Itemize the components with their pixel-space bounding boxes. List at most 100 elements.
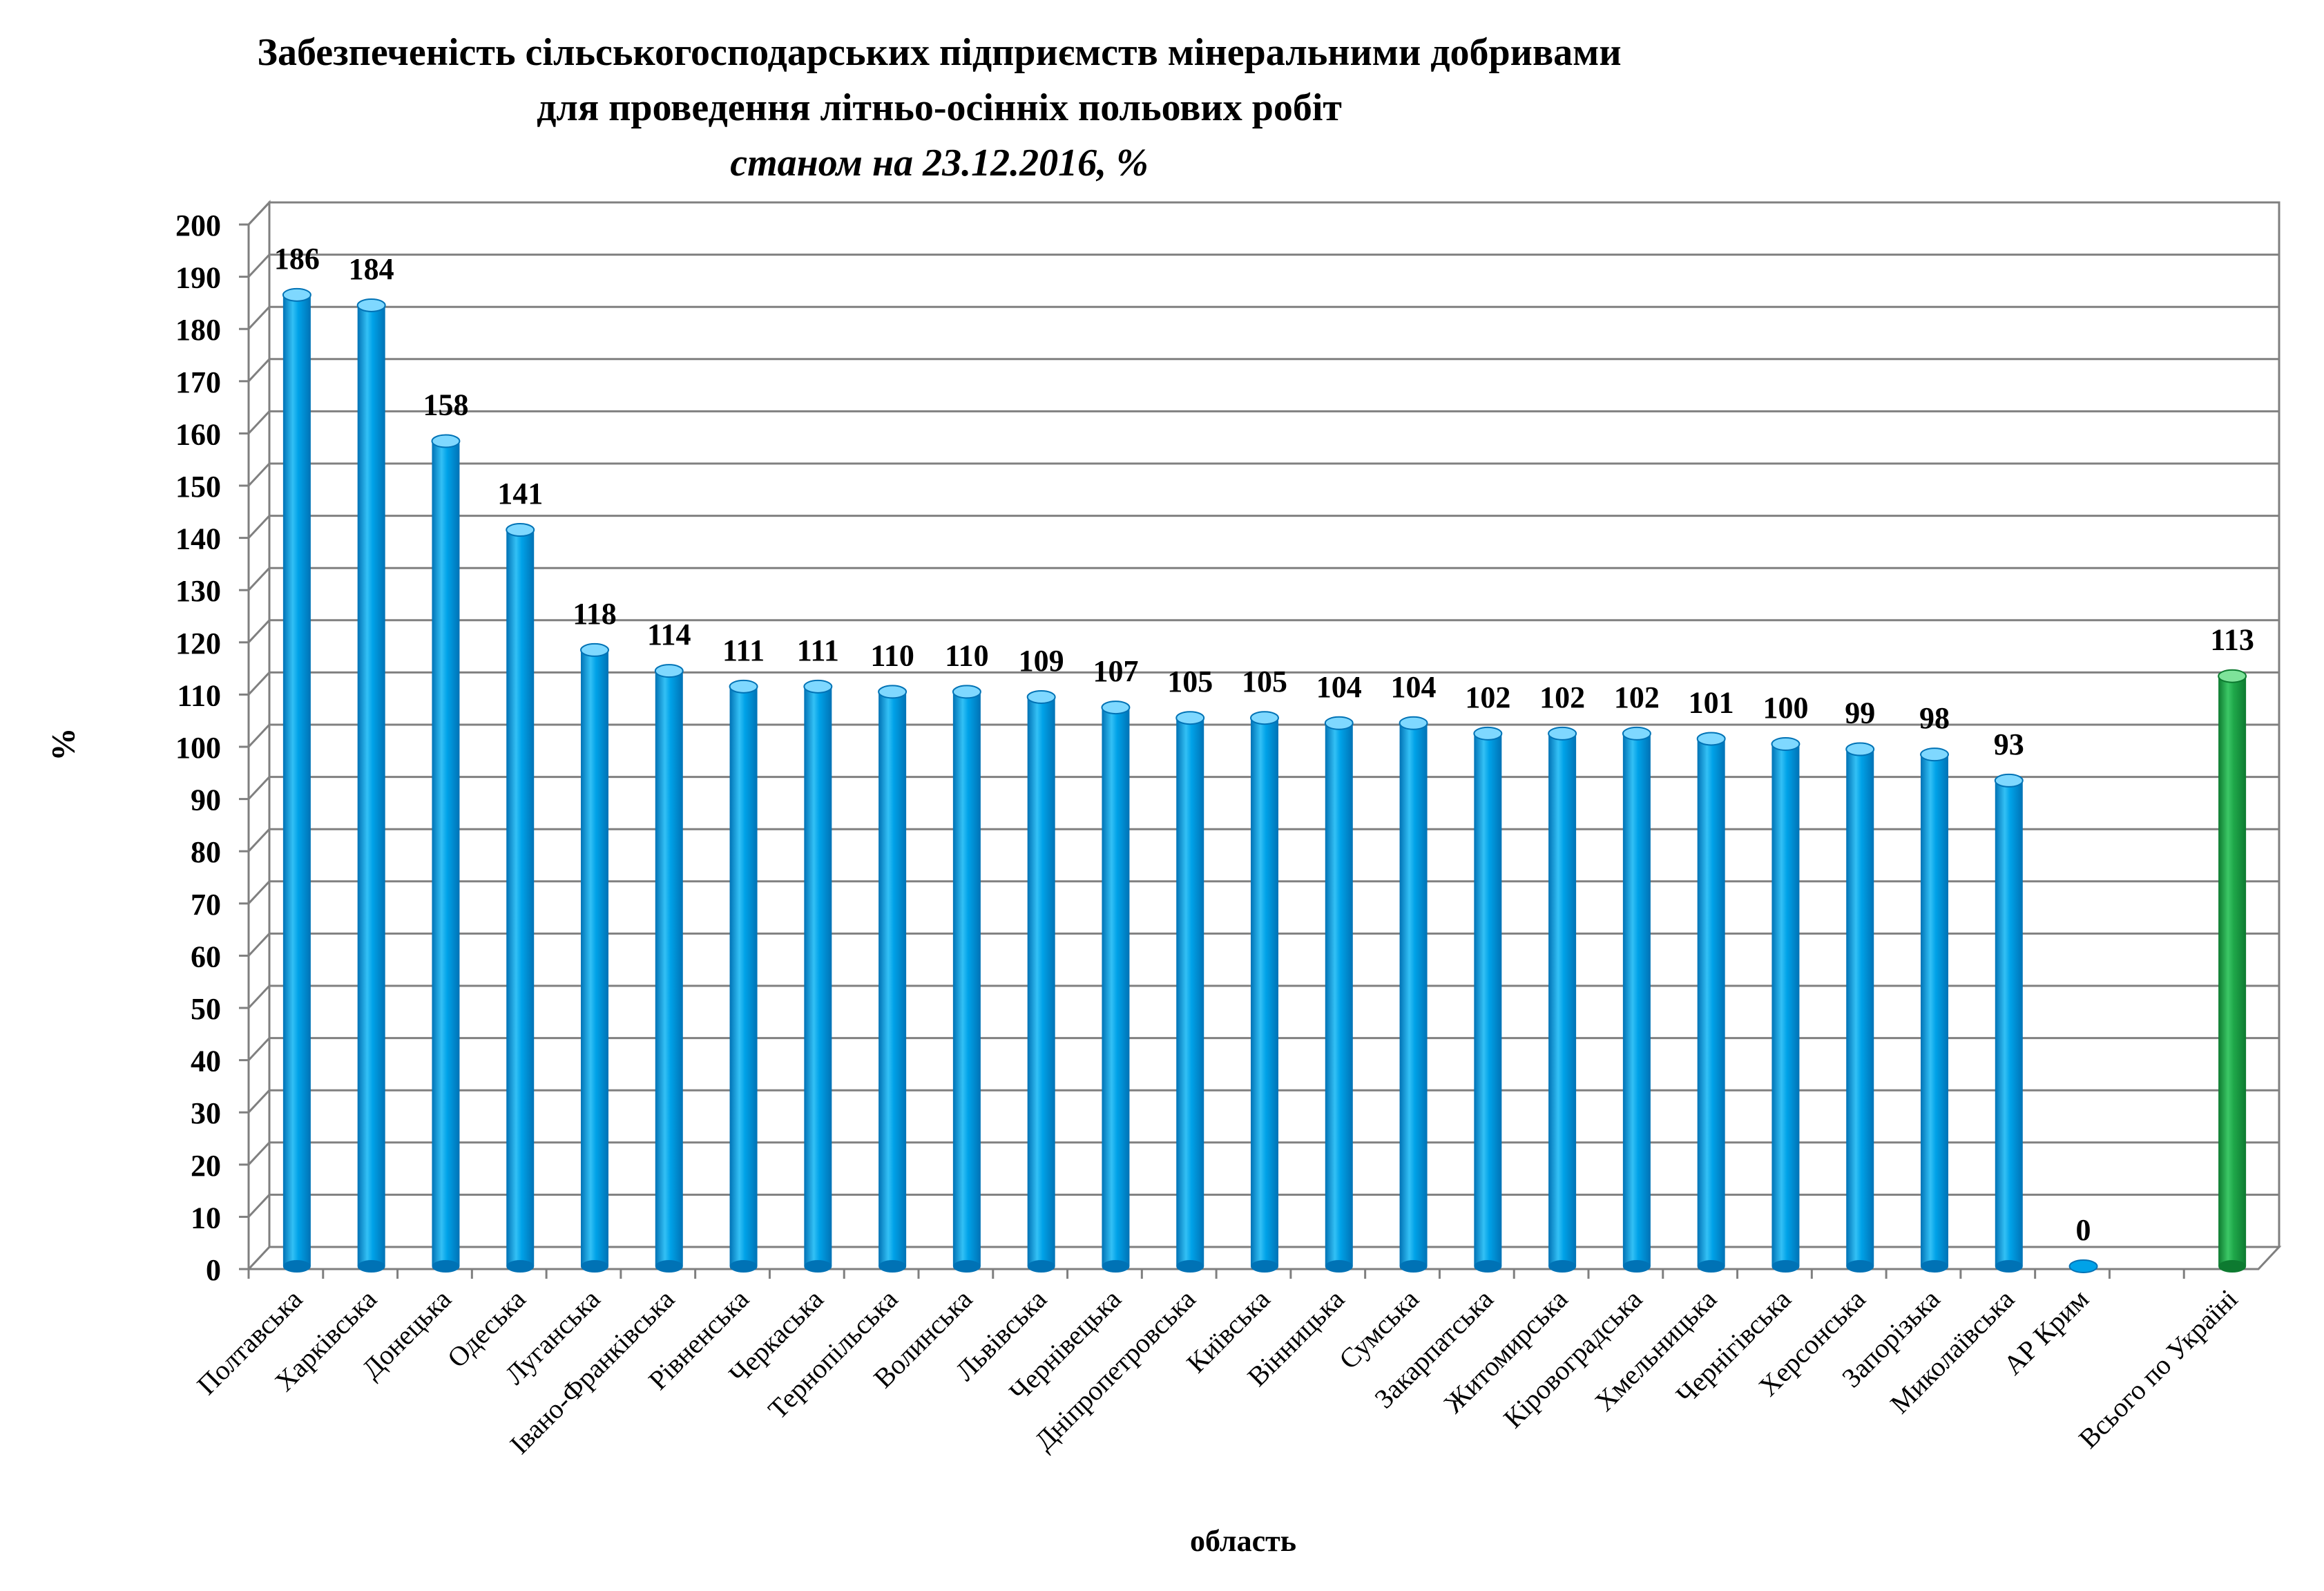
data-label: 110 [945,638,989,672]
bar-body [1176,718,1204,1266]
bar-body [1771,744,1800,1266]
chart-title-line-1: Забезпеченість сільськогосподарських під… [257,31,1622,74]
bar-cap [1101,701,1131,715]
bar [356,298,386,1273]
bar-cap [1771,737,1800,751]
bar-cap [1548,726,1577,741]
bar-cap [1696,732,1726,746]
bar-base [1474,1260,1502,1273]
gridline-side [247,984,271,1009]
bar-body [1325,723,1353,1266]
data-label: 102 [1539,680,1585,714]
data-label: 111 [797,633,839,667]
bar-cap [952,685,981,699]
bar-body [729,686,758,1266]
bar-base [729,1260,758,1273]
x-axis-label: область [1190,1524,1296,1558]
data-label: 93 [1994,727,2024,761]
ytick-label: 140 [175,522,221,556]
bar-body [1474,733,1502,1266]
bar-base [1697,1260,1725,1273]
data-label: 141 [497,477,543,511]
bar-base [2218,1260,2247,1273]
bar-body [1921,754,1948,1266]
bar-base [878,1260,907,1273]
gridline-side [247,306,271,330]
bar-base [1846,1260,1874,1273]
bar [431,434,461,1273]
ytick-label: 10 [191,1201,221,1235]
gridline-side [247,1037,271,1061]
bar-body [581,649,608,1266]
bar-base [655,1260,683,1273]
gridline-side [247,619,271,643]
ytick-label: 190 [175,261,221,295]
bar-cap [580,642,609,657]
ytick-label: 130 [175,574,221,608]
gridline-side [247,1194,271,1218]
data-label: 118 [573,597,617,631]
gridline-side [247,776,271,800]
bar-cap [1175,711,1205,725]
data-label: 109 [1019,644,1064,678]
bar-cap [1473,726,1503,741]
y-axis-label: % [45,727,82,761]
bar-base [581,1260,608,1273]
gridline-side [247,1089,271,1114]
bar-base [1399,1260,1428,1273]
bar [1696,732,1726,1273]
ytick-label: 70 [191,888,221,922]
bar-body [1697,739,1725,1266]
bar-body [1622,733,1651,1266]
bar-base [1622,1260,1651,1273]
gridline-side [247,515,271,539]
bar-base [1102,1260,1130,1273]
bar-body [804,686,832,1266]
bar-base [1921,1260,1948,1273]
bar-cap [803,679,833,694]
gridline-side [247,828,271,852]
gridline-side [247,671,271,696]
data-label: 98 [1919,701,1950,735]
ytick-label: 150 [175,470,221,504]
ytick-label: 20 [191,1149,221,1183]
ytick-label: 80 [191,835,221,869]
bar [1026,689,1056,1273]
xtick-label: Тернопільська [762,1283,903,1425]
data-label: 105 [1167,665,1213,698]
bar-base [1176,1260,1204,1273]
bar-body [1027,696,1055,1266]
data-label: 113 [2210,623,2254,657]
chart-subtitle-date: станом на 23.12.2016, % [730,142,1149,184]
bar-cap [729,679,758,694]
bar-body [1548,733,1577,1266]
data-label: 100 [1763,691,1808,725]
bar [1175,711,1205,1273]
ytick-label: 0 [206,1253,221,1287]
data-label: 114 [647,618,691,651]
ytick-label: 120 [175,627,221,660]
ytick-label: 40 [191,1045,221,1078]
data-label: 184 [349,252,394,286]
bar-base [282,1260,311,1273]
bar-body [2218,676,2247,1266]
bar [1250,711,1279,1273]
gridline-side [247,254,271,278]
bar-total [2218,669,2247,1273]
data-label: 158 [423,388,468,422]
data-label: 102 [1465,680,1510,714]
bar-base [1325,1260,1353,1273]
bar [1473,726,1503,1273]
bar-base [1771,1260,1800,1273]
gridline-side [247,358,271,382]
bar-cap [1845,742,1875,756]
bar [952,685,981,1273]
bar-cap [1250,711,1279,725]
bar [580,642,609,1273]
bar-base [506,1260,535,1273]
bar [654,664,684,1273]
bar [1399,716,1428,1273]
bar-cap [1324,716,1354,730]
bar [1920,747,1949,1273]
